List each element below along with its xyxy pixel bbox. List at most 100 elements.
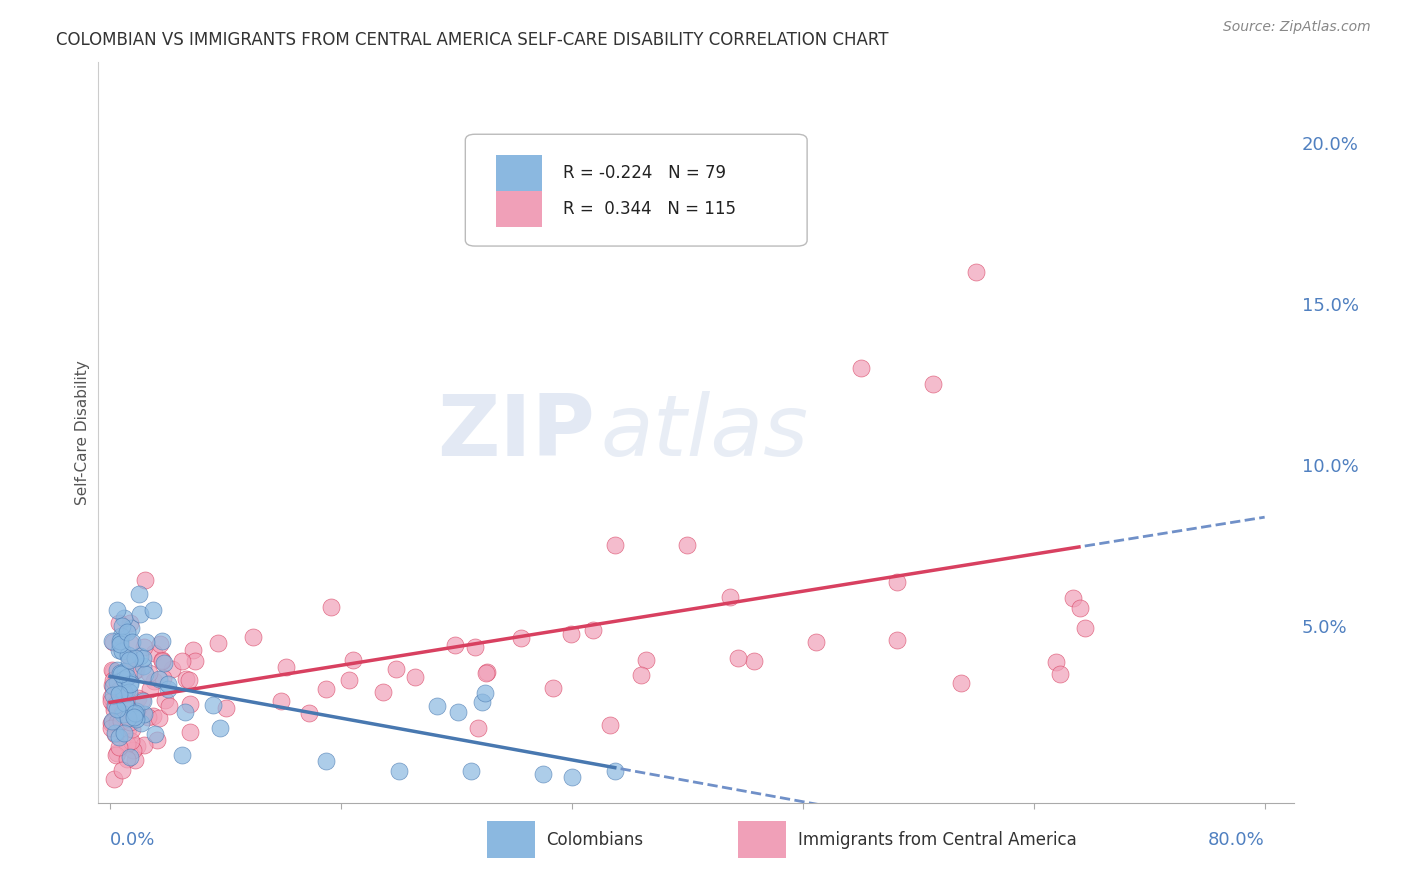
FancyBboxPatch shape [486, 822, 534, 858]
Point [125, 704, 148, 718]
Point [108, 687, 131, 701]
Point [105, 602, 128, 616]
Point [464, 640, 486, 655]
Point [152, 672, 174, 686]
Point [115, 672, 138, 686]
Point [337, 673, 360, 688]
Point [215, 700, 238, 714]
Point [179, 724, 201, 739]
Point [157, 698, 180, 713]
Point [157, 682, 180, 697]
Point [114, 664, 136, 678]
Point [342, 653, 364, 667]
Point [177, 673, 200, 687]
Point [541, 681, 564, 695]
Point [150, 653, 173, 667]
Point [128, 586, 150, 600]
Point [1069, 600, 1091, 615]
Point [444, 638, 467, 652]
Point [101, 714, 124, 728]
Point [112, 726, 135, 740]
Point [886, 633, 908, 648]
Point [118, 651, 141, 665]
Point [965, 265, 987, 279]
Point [142, 708, 165, 723]
Point [176, 673, 198, 687]
Point [110, 629, 132, 643]
Point [105, 715, 128, 730]
Point [120, 733, 142, 747]
Point [103, 772, 125, 787]
Point [510, 631, 533, 645]
Point [111, 706, 134, 721]
Point [121, 635, 143, 649]
Point [132, 651, 155, 665]
Point [135, 635, 157, 649]
Point [201, 698, 224, 712]
Point [103, 703, 125, 717]
Point [145, 732, 167, 747]
Point [950, 676, 973, 690]
Point [112, 672, 135, 686]
Point [101, 664, 124, 678]
Point [100, 663, 122, 677]
Point [676, 538, 699, 552]
Point [599, 718, 621, 732]
Point [630, 668, 652, 682]
Point [921, 377, 943, 392]
Point [125, 663, 148, 677]
Point [742, 654, 765, 668]
Point [110, 619, 132, 633]
Point [143, 673, 166, 688]
FancyBboxPatch shape [465, 135, 807, 246]
Point [121, 722, 143, 736]
Point [101, 697, 124, 711]
Point [104, 727, 127, 741]
Point [105, 746, 128, 760]
Point [136, 710, 159, 724]
Point [112, 686, 135, 700]
Point [321, 600, 343, 615]
FancyBboxPatch shape [496, 191, 541, 227]
Point [156, 676, 179, 690]
Point [388, 764, 411, 778]
Point [117, 711, 139, 725]
Point [125, 705, 148, 719]
Point [125, 739, 148, 753]
Point [129, 716, 152, 731]
Point [727, 651, 749, 665]
Point [149, 637, 172, 651]
Point [172, 747, 194, 762]
Point [274, 659, 297, 673]
Point [139, 681, 162, 696]
Point [114, 697, 136, 711]
Point [315, 682, 337, 697]
Point [209, 721, 232, 735]
Point [108, 666, 131, 681]
FancyBboxPatch shape [738, 822, 786, 858]
Point [114, 696, 136, 710]
Point [605, 764, 627, 778]
Text: 80.0%: 80.0% [1208, 831, 1264, 849]
Point [115, 737, 138, 751]
Point [474, 686, 496, 700]
Point [447, 706, 470, 720]
Point [125, 713, 148, 727]
Point [120, 677, 142, 691]
Point [115, 752, 138, 766]
Point [118, 615, 141, 630]
Text: R =  0.344   N = 115: R = 0.344 N = 115 [564, 200, 737, 218]
Point [426, 698, 449, 713]
Point [100, 694, 122, 708]
Point [107, 702, 129, 716]
Point [108, 730, 131, 744]
Point [103, 678, 125, 692]
Point [104, 698, 127, 712]
Point [107, 616, 129, 631]
Point [100, 715, 122, 730]
Point [132, 640, 155, 654]
Point [1049, 667, 1071, 681]
Point [115, 682, 138, 697]
Point [103, 635, 125, 649]
Point [108, 634, 131, 648]
